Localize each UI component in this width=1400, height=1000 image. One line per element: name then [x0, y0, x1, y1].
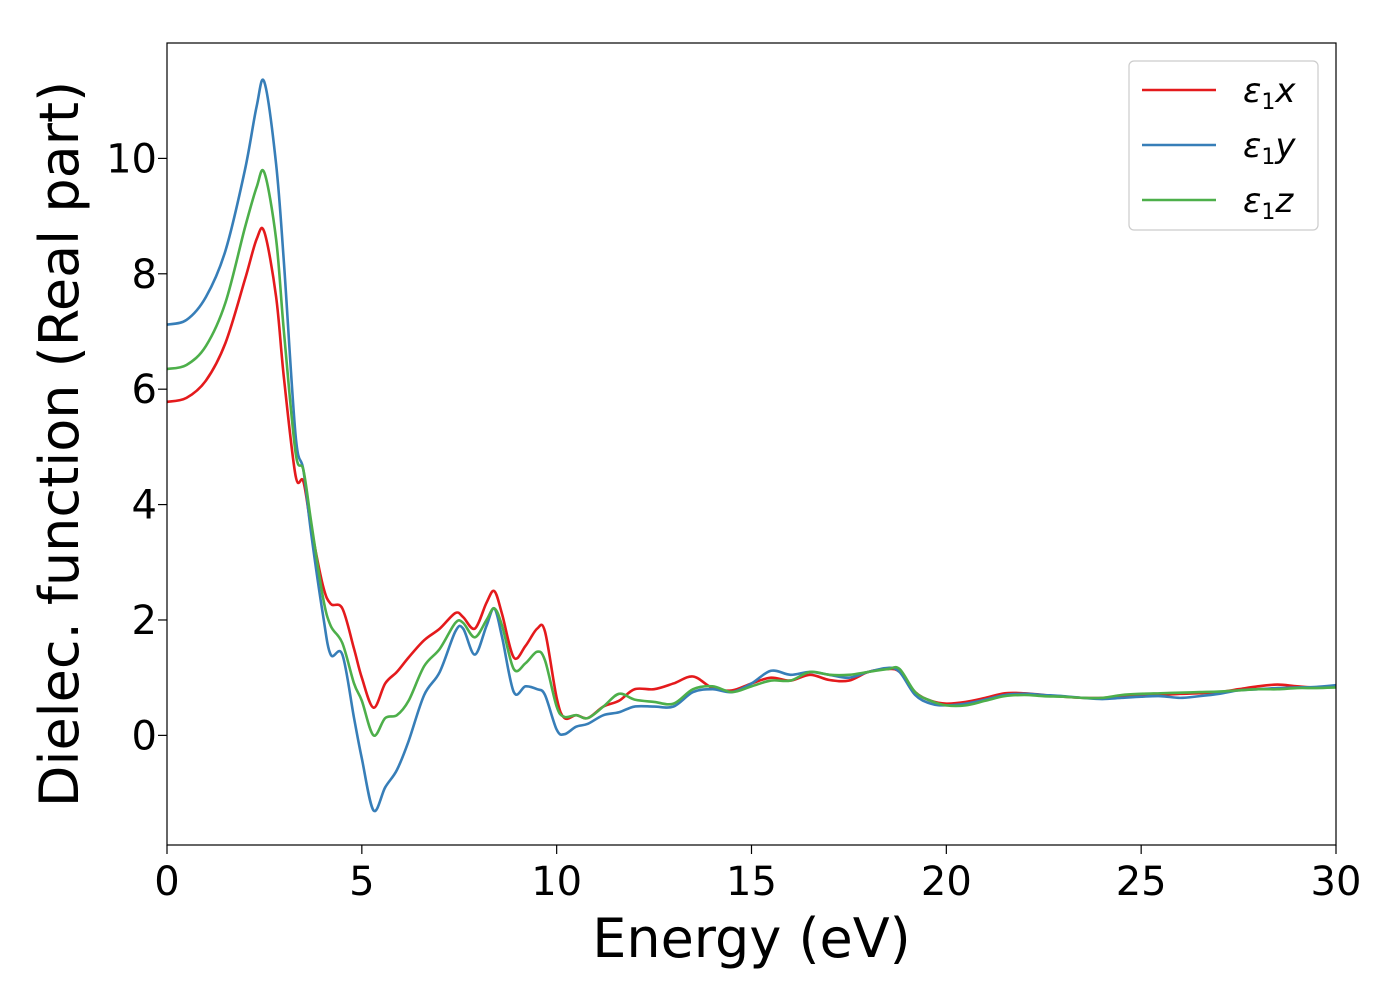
y-tick-label: 8: [132, 252, 157, 298]
x-tick-label: 15: [726, 859, 777, 905]
x-tick-label: 5: [349, 859, 374, 905]
series-layer: [167, 78, 1336, 813]
legend-label-z: ε1z: [1243, 181, 1294, 225]
y-axis: 0 2 4 6 8 10: [106, 136, 167, 759]
y-tick-label: 6: [132, 367, 157, 413]
x-axis: 0 5 10 15 20 25 30: [154, 845, 1361, 905]
y-tick-label: 4: [132, 483, 157, 529]
legend-label-x: ε1x: [1243, 71, 1296, 115]
y-tick-label: 0: [132, 713, 157, 759]
series-line-z: [167, 168, 1336, 737]
x-tick-label: 25: [1116, 859, 1167, 905]
x-tick-label: 30: [1311, 859, 1362, 905]
legend-label-y: ε1y: [1243, 126, 1296, 170]
legend: ε1x ε1y ε1z: [1128, 60, 1319, 231]
legend-box: [1128, 60, 1319, 231]
y-axis-title: Dielec. function (Real part): [28, 81, 91, 807]
y-tick-label: 2: [132, 598, 157, 644]
x-tick-label: 10: [531, 859, 582, 905]
x-tick-label: 0: [154, 859, 179, 905]
x-tick-label: 20: [921, 859, 972, 905]
y-tick-label: 10: [106, 136, 157, 182]
x-axis-title: Energy (eV): [592, 907, 911, 970]
